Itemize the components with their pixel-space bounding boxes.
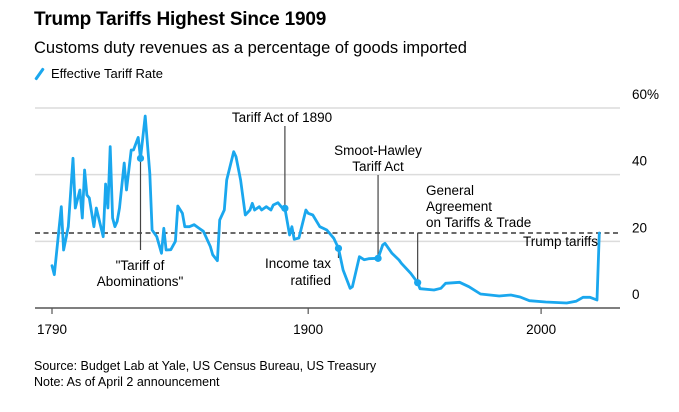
y-tick-label: 0 [632, 287, 640, 302]
annotation-label-tariff-of-abominations: Abominations" [97, 274, 184, 289]
legend: Effective Tariff Rate [34, 66, 163, 81]
annotation-label-gatt: on Tariffs & Trade [426, 215, 531, 230]
source-note: Source: Budget Lab at Yale, US Census Bu… [34, 359, 377, 373]
chart-title: Trump Tariffs Highest Since 1909 [34, 9, 327, 30]
footnote: Note: As of April 2 announcement [34, 375, 220, 389]
annotation-label-smoot-hawley: Smoot-Hawley [334, 143, 422, 158]
chart-subtitle: Customs duty revenues as a percentage of… [34, 39, 467, 57]
footer: Source: Budget Lab at Yale, US Census Bu… [34, 358, 376, 390]
y-tick-label: 40 [632, 154, 647, 169]
annotation-label-income-tax: Income tax [265, 256, 331, 271]
annotation-marker-smoot-hawley [374, 254, 382, 262]
annotation-label-income-tax: ratified [290, 273, 331, 288]
annotation-marker-gatt [414, 279, 422, 287]
annotation-trump-tariffs: Trump tariffs [523, 234, 598, 249]
series-line-effective-tariff-rate [50, 114, 601, 305]
annotation-marker-tariff-act-1890 [281, 204, 289, 212]
annotation-label-gatt: General [426, 183, 474, 198]
x-tick-label: 1790 [37, 322, 67, 337]
annotation-label-tariff-of-abominations: "Tariff of [116, 258, 165, 273]
annotation-label-tariff-act-1890: Tariff Act of 1890 [232, 110, 332, 125]
annotation-label-smoot-hawley: Tariff Act [352, 159, 404, 174]
annotation-marker-income-tax [334, 244, 343, 252]
annotation-label-gatt: Agreement [426, 199, 492, 214]
x-tick-label: 1900 [293, 322, 323, 337]
y-tick-label: 20 [632, 220, 647, 235]
y-tick-label: 60% [632, 87, 659, 102]
x-tick-label: 2000 [526, 322, 556, 337]
legend-label: Effective Tariff Rate [51, 66, 164, 81]
annotation-marker-tariff-of-abominations [136, 154, 145, 162]
